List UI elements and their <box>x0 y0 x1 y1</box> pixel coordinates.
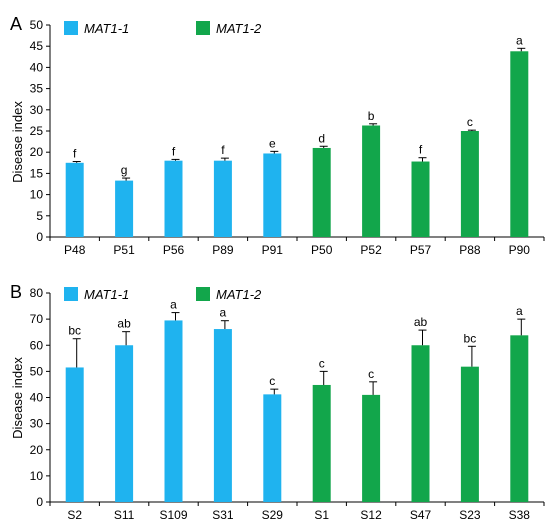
panel-b-ylabel: Disease index <box>10 357 25 439</box>
y-tick-label: 10 <box>30 469 44 483</box>
significance-label: ab <box>117 317 131 331</box>
bar-p51 <box>115 180 134 237</box>
legend-b-mat1-2-label: MAT1-2 <box>216 287 262 302</box>
x-tick-label: P52 <box>360 243 382 257</box>
significance-label: a <box>170 298 177 312</box>
bar-p52 <box>362 125 381 237</box>
bar-s11 <box>115 345 134 502</box>
bar-s31 <box>213 329 232 502</box>
panel-a: A MAT1-1 MAT1-2 Disease index 0 5 10 15 20 25… <box>10 14 545 257</box>
legend-b-mat1-2-swatch <box>196 287 210 301</box>
y-tick-label: 0 <box>36 230 43 244</box>
y-tick-label: 50 <box>30 18 44 32</box>
bar-s12 <box>362 394 381 502</box>
y-tick-label: 60 <box>30 338 44 352</box>
bar-p48 <box>65 162 84 237</box>
y-tick-label: 30 <box>30 417 44 431</box>
bar-s38 <box>510 335 529 502</box>
significance-label: a <box>516 33 523 47</box>
x-tick-label: P91 <box>262 243 284 257</box>
bar-p50 <box>312 147 331 237</box>
x-tick-label: P88 <box>459 243 481 257</box>
x-tick-label: P48 <box>64 243 86 257</box>
y-tick-label: 35 <box>30 82 44 96</box>
x-tick-label: S1 <box>314 508 329 522</box>
significance-label: ab <box>414 315 428 329</box>
y-tick-label: 45 <box>30 39 44 53</box>
legend-a-mat1-1-label: MAT1-1 <box>84 21 129 36</box>
y-tick-label: 30 <box>30 103 44 117</box>
panel-b: B MAT1-1 MAT1-2 Disease index 0 10 20 30 40 5… <box>10 282 545 522</box>
significance-label: a <box>516 304 523 318</box>
x-tick-label: P56 <box>163 243 185 257</box>
x-tick-label: P50 <box>311 243 333 257</box>
y-tick-label: 40 <box>30 60 44 74</box>
x-tick-label: S109 <box>159 508 187 522</box>
significance-label: f <box>221 143 225 157</box>
x-tick-label: S11 <box>114 508 135 522</box>
bar-s47 <box>411 345 430 502</box>
bar-s109 <box>164 320 183 502</box>
y-tick-label: 10 <box>30 188 44 202</box>
x-tick-label: S38 <box>509 508 531 522</box>
x-tick-label: S47 <box>410 508 432 522</box>
bar-p88 <box>460 131 479 237</box>
panel-a-letter: A <box>10 14 22 34</box>
legend-a-mat1-2-swatch <box>196 21 210 35</box>
bar-p56 <box>164 160 183 237</box>
significance-label: b <box>368 109 375 123</box>
bar-p91 <box>263 153 282 237</box>
y-tick-label: 15 <box>30 166 44 180</box>
bar-p57 <box>411 161 430 237</box>
significance-label: c <box>368 367 374 381</box>
legend-b-mat1-1-label: MAT1-1 <box>84 287 129 302</box>
x-tick-label: P51 <box>113 243 135 257</box>
x-tick-label: P90 <box>509 243 531 257</box>
significance-label: d <box>318 131 325 145</box>
significance-label: e <box>269 136 276 150</box>
x-tick-label: S29 <box>262 508 284 522</box>
legend-a-mat1-1-swatch <box>64 21 78 35</box>
panel-b-letter: B <box>10 282 22 302</box>
y-tick-label: 25 <box>30 124 44 138</box>
legend-b-mat1-1-swatch <box>64 287 78 301</box>
y-tick-label: 50 <box>30 364 44 378</box>
bar-p89 <box>213 160 232 237</box>
bar-s2 <box>65 367 84 502</box>
x-tick-label: S12 <box>360 508 382 522</box>
y-tick-label: 20 <box>30 443 44 457</box>
y-tick-label: 80 <box>30 286 44 300</box>
bar-p90 <box>510 51 529 238</box>
panel-a-ylabel: Disease index <box>10 101 25 183</box>
significance-label: bc <box>68 324 81 338</box>
y-tick-label: 0 <box>36 495 43 509</box>
significance-label: bc <box>464 331 477 345</box>
legend-a-mat1-2-label: MAT1-2 <box>216 21 262 36</box>
bar-s1 <box>312 384 331 502</box>
x-tick-label: S23 <box>459 508 481 522</box>
panel-b-legend: MAT1-1 MAT1-2 <box>64 287 262 302</box>
significance-label: f <box>419 143 423 157</box>
panel-a-legend: MAT1-1 MAT1-2 <box>64 21 262 36</box>
x-tick-label: P89 <box>212 243 234 257</box>
x-tick-label: S31 <box>212 508 234 522</box>
y-tick-label: 20 <box>30 145 44 159</box>
significance-label: a <box>220 306 227 320</box>
bar-s23 <box>460 366 479 502</box>
x-tick-label: P57 <box>410 243 432 257</box>
significance-label: f <box>73 147 77 161</box>
x-tick-label: S2 <box>67 508 82 522</box>
bar-s29 <box>263 394 282 502</box>
y-tick-label: 5 <box>36 209 43 223</box>
significance-label: c <box>269 374 275 388</box>
significance-label: c <box>319 356 325 370</box>
significance-label: c <box>467 115 473 129</box>
panel-b-plot: 0 10 20 30 40 50 60 70 80 bc S2 ab S11 a S109 a S31 c S29 c… <box>30 286 545 522</box>
significance-label: g <box>121 163 128 177</box>
y-tick-label: 70 <box>30 312 44 326</box>
panel-a-plot: 0 5 10 15 20 25 30 35 40 45 50 f P48 g P51 f P56 f P89 e P91… <box>30 18 545 257</box>
significance-label: f <box>172 144 176 158</box>
y-tick-label: 40 <box>30 391 44 405</box>
